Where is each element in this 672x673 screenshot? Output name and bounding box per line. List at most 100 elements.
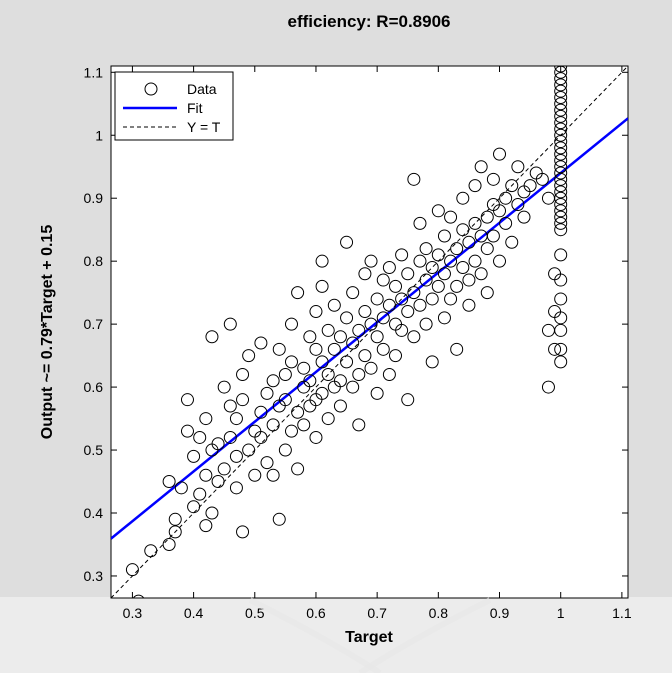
data-point bbox=[554, 72, 568, 86]
data-point bbox=[174, 481, 188, 495]
data-point bbox=[180, 424, 194, 438]
data-point bbox=[187, 500, 201, 514]
data-point bbox=[272, 342, 286, 356]
data-point bbox=[333, 399, 347, 413]
data-point bbox=[370, 292, 384, 306]
data-point bbox=[407, 172, 421, 186]
data-point bbox=[413, 216, 427, 230]
data-point bbox=[315, 355, 329, 369]
data-point bbox=[284, 424, 298, 438]
data-point bbox=[468, 179, 482, 193]
data-point bbox=[511, 198, 525, 212]
legend-marker-data bbox=[144, 82, 158, 96]
y-tick-label: 1 bbox=[95, 127, 103, 143]
data-point bbox=[554, 216, 568, 230]
data-point bbox=[278, 367, 292, 381]
data-point bbox=[554, 116, 568, 130]
data-point bbox=[315, 254, 329, 268]
data-point bbox=[554, 153, 568, 167]
data-point bbox=[554, 311, 568, 325]
data-point bbox=[517, 210, 531, 224]
legend-box bbox=[114, 71, 234, 141]
data-point bbox=[395, 248, 409, 262]
data-point bbox=[370, 330, 384, 344]
data-point bbox=[554, 292, 568, 306]
data-point bbox=[554, 128, 568, 142]
data-point bbox=[346, 380, 360, 394]
data-point bbox=[468, 216, 482, 230]
data-point bbox=[456, 191, 470, 205]
data-point bbox=[505, 179, 519, 193]
data-point bbox=[248, 468, 262, 482]
data-point bbox=[309, 430, 323, 444]
data-point bbox=[364, 254, 378, 268]
data-point bbox=[223, 317, 237, 331]
data-point bbox=[266, 374, 280, 388]
data-point bbox=[358, 267, 372, 281]
data-point bbox=[554, 355, 568, 369]
data-point bbox=[554, 66, 568, 73]
data-point bbox=[309, 305, 323, 319]
data-point bbox=[211, 475, 225, 489]
data-point bbox=[223, 430, 237, 444]
data-point bbox=[321, 412, 335, 426]
data-point bbox=[554, 204, 568, 218]
x-tick-label: 0.9 bbox=[490, 605, 510, 621]
data-point bbox=[236, 367, 250, 381]
data-point bbox=[493, 147, 507, 161]
data-point bbox=[486, 229, 500, 243]
data-point bbox=[450, 342, 464, 356]
data-point bbox=[211, 437, 225, 451]
data-point bbox=[168, 512, 182, 526]
data-point bbox=[162, 537, 176, 551]
data-point bbox=[389, 279, 403, 293]
data-point bbox=[401, 305, 415, 319]
data-point bbox=[346, 286, 360, 300]
data-point bbox=[144, 544, 158, 558]
y-tick-label: 1.1 bbox=[84, 64, 104, 80]
data-point bbox=[444, 292, 458, 306]
data-point bbox=[468, 254, 482, 268]
x-tick-label: 0.4 bbox=[184, 605, 204, 621]
data-point bbox=[272, 512, 286, 526]
data-point bbox=[364, 361, 378, 375]
data-point bbox=[321, 323, 335, 337]
fit-line bbox=[111, 117, 628, 540]
data-point bbox=[376, 273, 390, 287]
data-point bbox=[395, 323, 409, 337]
data-point bbox=[254, 336, 268, 350]
data-point bbox=[450, 242, 464, 256]
data-point bbox=[505, 235, 519, 249]
data-point bbox=[554, 342, 568, 356]
data-point bbox=[554, 198, 568, 212]
legend-label: Data bbox=[187, 81, 217, 97]
data-point bbox=[462, 298, 476, 312]
data-point bbox=[333, 330, 347, 344]
data-point bbox=[364, 317, 378, 331]
data-point bbox=[254, 405, 268, 419]
data-point bbox=[554, 191, 568, 205]
data-point bbox=[523, 179, 537, 193]
data-point bbox=[474, 160, 488, 174]
data-point bbox=[340, 311, 354, 325]
data-point bbox=[389, 349, 403, 363]
x-tick-label: 0.3 bbox=[123, 605, 143, 621]
identity-line bbox=[111, 66, 628, 598]
data-point bbox=[260, 386, 274, 400]
data-point bbox=[456, 260, 470, 274]
data-point bbox=[413, 298, 427, 312]
data-point bbox=[340, 235, 354, 249]
data-point bbox=[554, 248, 568, 262]
data-point bbox=[193, 430, 207, 444]
data-point bbox=[333, 374, 347, 388]
y-tick-label: 0.5 bbox=[84, 442, 104, 458]
data-point bbox=[132, 594, 145, 598]
data-point bbox=[554, 323, 568, 337]
data-point bbox=[554, 185, 568, 199]
legend-label: Y = T bbox=[187, 119, 221, 135]
data-point bbox=[554, 109, 568, 123]
data-point bbox=[407, 286, 421, 300]
data-point bbox=[309, 342, 323, 356]
legend: Data Fit Y = T bbox=[114, 71, 234, 141]
